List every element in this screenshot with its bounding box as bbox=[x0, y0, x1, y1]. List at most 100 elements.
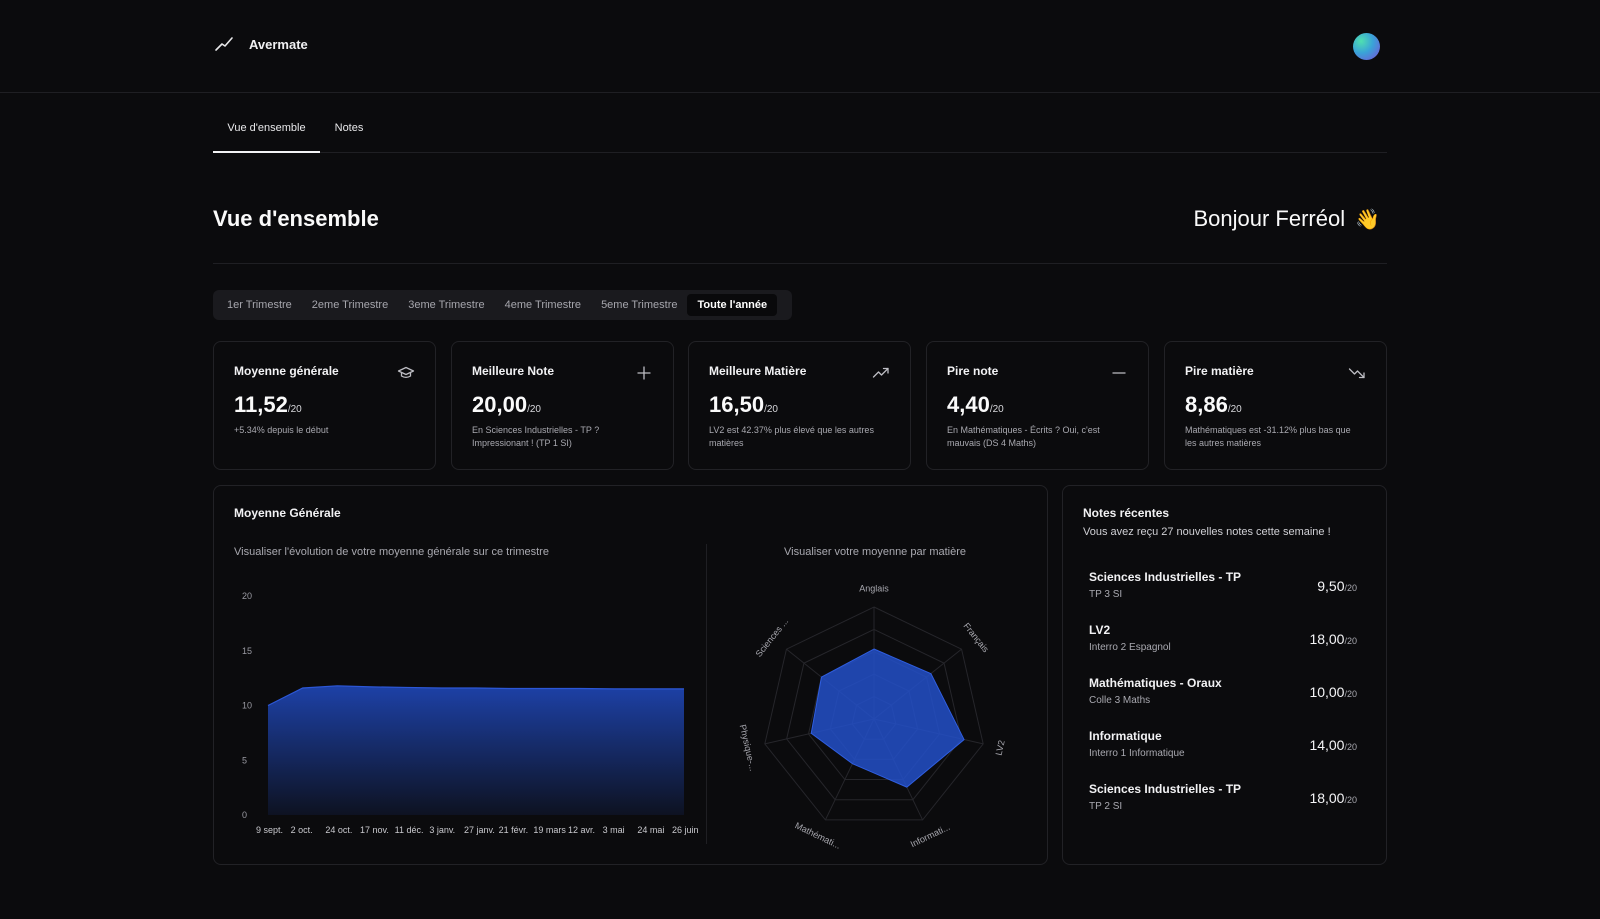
recent-note-item[interactable]: Mathématiques - Oraux Colle 3 Maths 10,0… bbox=[1089, 676, 1357, 716]
period-trimestre-1[interactable]: 1er Trimestre bbox=[227, 299, 292, 311]
greeting: Bonjour Ferréol 👋 bbox=[1193, 206, 1380, 232]
average-area bbox=[268, 685, 684, 815]
chart-separator bbox=[706, 544, 707, 844]
card-value: 11,52/20 bbox=[234, 392, 302, 417]
recent-note-item[interactable]: LV2 Interro 2 Espagnol 18,00/20 bbox=[1089, 623, 1357, 663]
recent-notes-subtitle: Vous avez reçu 27 nouvelles notes cette … bbox=[1083, 526, 1331, 538]
radar-axis-label: Français bbox=[961, 621, 991, 655]
card-moyenne-generale: Moyenne générale 11,52/20 +5.34% depuis … bbox=[213, 341, 436, 470]
recent-note-item[interactable]: Informatique Interro 1 Informatique 14,0… bbox=[1089, 729, 1357, 769]
period-trimestre-5[interactable]: 5eme Trimestre bbox=[601, 299, 678, 311]
card-title: Meilleure Note bbox=[472, 364, 555, 378]
average-area-chart[interactable]: 0 5 10 15 20 9 sept. 2 oct. 24 oct. 17 nov. 11 dé… bbox=[214, 486, 706, 866]
waving-hand-icon: 👋 bbox=[1355, 208, 1380, 231]
trend-line-icon bbox=[215, 37, 233, 51]
x-tick-label: 9 sept. bbox=[256, 825, 283, 835]
x-tick-label: 26 juin bbox=[672, 825, 699, 835]
card-pire-note: Pire note 4,40/20 En Mathématiques - Écr… bbox=[926, 341, 1149, 470]
top-bar: Avermate bbox=[0, 0, 1600, 93]
recent-note-item[interactable]: Sciences Industrielles - TP TP 2 SI 18,0… bbox=[1089, 782, 1357, 822]
note-description: Interro 2 Espagnol bbox=[1089, 642, 1171, 653]
minus-icon bbox=[1112, 372, 1126, 374]
y-tick-label: 15 bbox=[242, 646, 252, 656]
recent-note-item[interactable]: Sciences Industrielles - TP TP 3 SI 9,50… bbox=[1089, 570, 1357, 610]
x-tick-label: 17 nov. bbox=[360, 825, 389, 835]
radar-chart-caption: Visualiser votre moyenne par matière bbox=[784, 546, 966, 558]
card-subtext: Mathématiques est -31.12% plus bas que le… bbox=[1185, 425, 1351, 448]
main-tabs: Vue d'ensemble Notes bbox=[213, 113, 1387, 153]
note-value: 10,00/20 bbox=[1309, 684, 1357, 700]
note-description: TP 3 SI bbox=[1089, 589, 1123, 600]
area-chart-caption: Visualiser l'évolution de votre moyenne … bbox=[234, 546, 549, 558]
card-title: Moyenne générale bbox=[234, 364, 339, 378]
note-subject: LV2 bbox=[1089, 623, 1111, 637]
tab-label: Vue d'ensemble bbox=[227, 122, 306, 134]
x-tick-label: 24 oct. bbox=[325, 825, 352, 835]
note-value: 14,00/20 bbox=[1309, 737, 1357, 753]
x-tick-label: 2 oct. bbox=[291, 825, 313, 835]
note-value: 9,50/20 bbox=[1317, 578, 1357, 594]
greeting-text: Bonjour Ferréol bbox=[1193, 206, 1346, 231]
x-tick-label: 21 févr. bbox=[499, 825, 529, 835]
trending-down-icon bbox=[1348, 368, 1365, 379]
card-title: Meilleure Matière bbox=[709, 364, 807, 378]
card-value: 16,50/20 bbox=[709, 392, 778, 417]
panel-title: Moyenne Générale bbox=[234, 506, 341, 520]
divider bbox=[213, 263, 1387, 264]
radar-axis-label: Anglais bbox=[859, 583, 889, 593]
note-description: Colle 3 Maths bbox=[1089, 695, 1151, 706]
radar-axis-label: Sciences ... bbox=[753, 616, 790, 659]
note-subject: Mathématiques - Oraux bbox=[1089, 676, 1222, 690]
y-tick-label: 10 bbox=[242, 701, 252, 711]
note-description: TP 2 SI bbox=[1089, 801, 1123, 812]
period-trimestre-2[interactable]: 2eme Trimestre bbox=[311, 299, 389, 311]
y-tick-label: 0 bbox=[242, 810, 247, 820]
radar-axis-label: Physique-... bbox=[738, 724, 758, 773]
y-tick-label: 5 bbox=[242, 755, 247, 765]
card-value: 20,00/20 bbox=[472, 392, 541, 417]
note-value: 18,00/20 bbox=[1309, 631, 1357, 647]
tab-notes[interactable]: Notes bbox=[320, 113, 378, 153]
radar-axis-label: Informati... bbox=[909, 822, 952, 849]
tab-label: Notes bbox=[334, 122, 364, 134]
brand[interactable]: Avermate bbox=[213, 33, 308, 55]
x-tick-label: 3 janv. bbox=[429, 825, 455, 835]
note-subject: Sciences Industrielles - TP bbox=[1089, 570, 1242, 584]
avatar[interactable] bbox=[1353, 33, 1380, 60]
radar-axis-label: LV2 bbox=[994, 739, 1007, 756]
note-subject: Sciences Industrielles - TP bbox=[1089, 782, 1242, 796]
trending-up-icon bbox=[872, 367, 889, 378]
tab-vue-ensemble[interactable]: Vue d'ensemble bbox=[213, 113, 320, 153]
card-pire-matiere: Pire matière 8,86/20 Mathématiques est -… bbox=[1164, 341, 1387, 470]
note-subject: Informatique bbox=[1089, 729, 1162, 743]
x-tick-label: 24 mai bbox=[637, 825, 664, 835]
graduation-cap-icon bbox=[397, 366, 415, 379]
y-tick-label: 20 bbox=[242, 591, 252, 601]
card-value: 8,86/20 bbox=[1185, 392, 1242, 417]
average-panel: Moyenne Générale Visualiser l'évolution … bbox=[213, 485, 1048, 865]
period-selector: 1er Trimestre 2eme Trimestre 3eme Trimes… bbox=[213, 290, 792, 320]
x-tick-label: 3 mai bbox=[603, 825, 625, 835]
card-subtext: En Mathématiques - Écrits ? Oui, c'est ma… bbox=[947, 425, 1100, 448]
app-name: Avermate bbox=[249, 36, 308, 52]
x-tick-label: 11 déc. bbox=[395, 825, 424, 835]
card-subtext: +5.34% depuis le début bbox=[234, 425, 329, 435]
card-title: Pire note bbox=[947, 364, 999, 378]
x-tick-label: 19 mars bbox=[533, 825, 566, 835]
average-line bbox=[267, 685, 684, 707]
page-title: Vue d'ensemble bbox=[213, 206, 379, 231]
period-trimestre-3[interactable]: 3eme Trimestre bbox=[408, 299, 485, 311]
x-tick-label: 12 avr. bbox=[568, 825, 595, 835]
note-value: 18,00/20 bbox=[1309, 790, 1357, 806]
card-meilleure-matiere: Meilleure Matière 16,50/20 LV2 est 42.37… bbox=[688, 341, 911, 470]
plus-icon bbox=[637, 366, 651, 380]
card-value: 4,40/20 bbox=[947, 392, 1004, 417]
radar-grid-ring bbox=[764, 606, 984, 821]
card-title: Pire matière bbox=[1185, 364, 1254, 378]
x-tick-label: 27 janv. bbox=[464, 825, 495, 835]
period-toute-annee[interactable]: Toute l'année bbox=[687, 294, 778, 316]
radar-axis-label: Mathémati... bbox=[793, 820, 842, 851]
recent-notes-panel: Notes récentes Vous avez reçu 27 nouvell… bbox=[1062, 485, 1387, 865]
subject-radar-chart[interactable]: Anglais Français LV2 Informati... Mathémati.… bbox=[707, 486, 1047, 866]
period-trimestre-4[interactable]: 4eme Trimestre bbox=[504, 299, 582, 311]
